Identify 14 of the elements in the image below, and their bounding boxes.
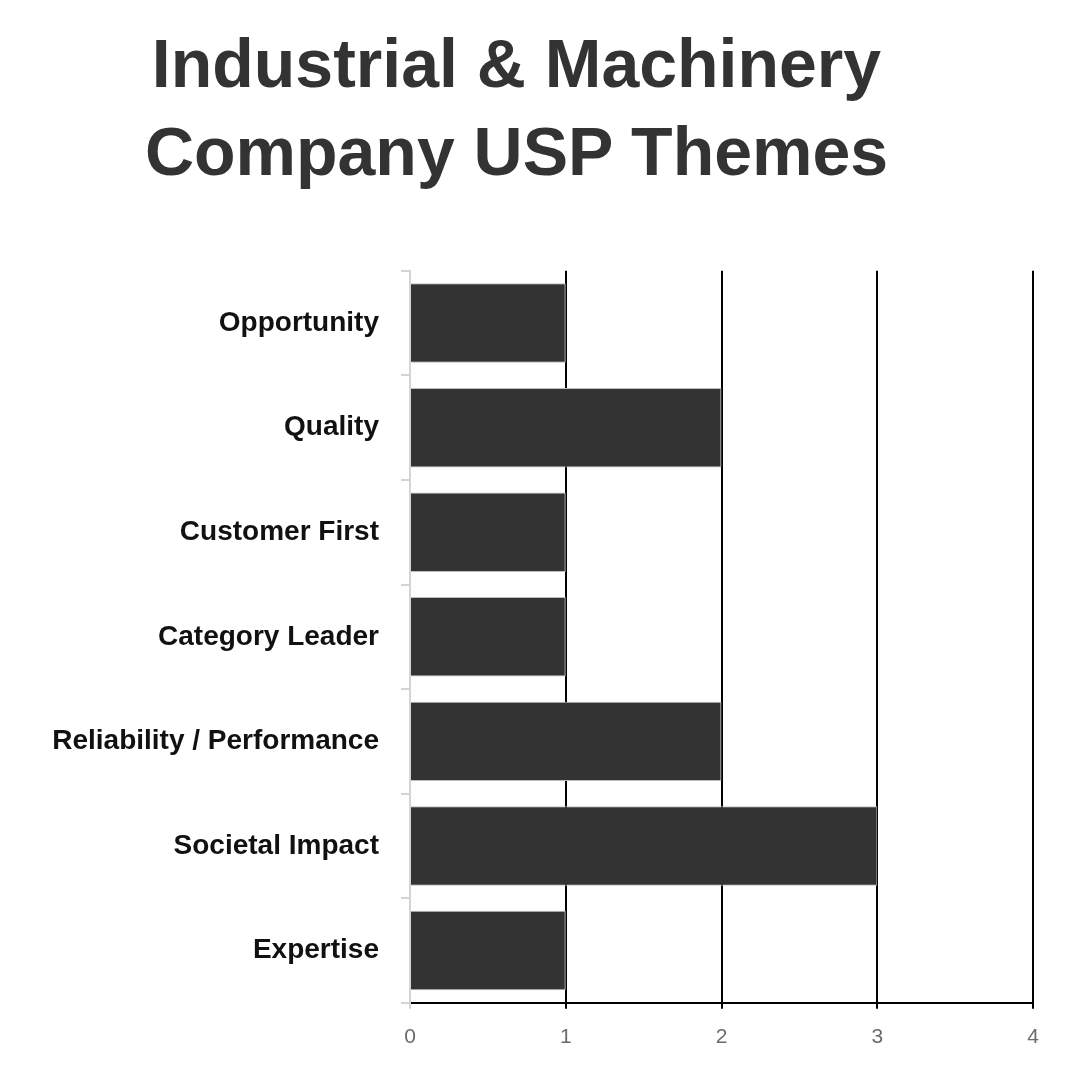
y-tick-label: Reliability / Performance bbox=[52, 724, 379, 756]
x-tick-label: 1 bbox=[559, 1024, 572, 1048]
y-tick-label: Category Leader bbox=[158, 619, 380, 651]
x-tick-label: 0 bbox=[404, 1024, 416, 1048]
y-tick-label: Societal Impact bbox=[173, 828, 379, 860]
text: Company USP Themes bbox=[144, 113, 889, 190]
y-tick-label: Quality bbox=[284, 410, 380, 442]
y-tick-label: Expertise bbox=[252, 933, 379, 965]
x-tick-label: 4 bbox=[1027, 1024, 1040, 1048]
x-tick-label: 2 bbox=[715, 1024, 728, 1048]
x-tick-label: 3 bbox=[871, 1024, 884, 1048]
y-tick-label: Customer First bbox=[179, 514, 379, 546]
y-tick-label: Opportunity bbox=[218, 305, 380, 337]
text: Industrial & Machinery bbox=[151, 24, 882, 101]
